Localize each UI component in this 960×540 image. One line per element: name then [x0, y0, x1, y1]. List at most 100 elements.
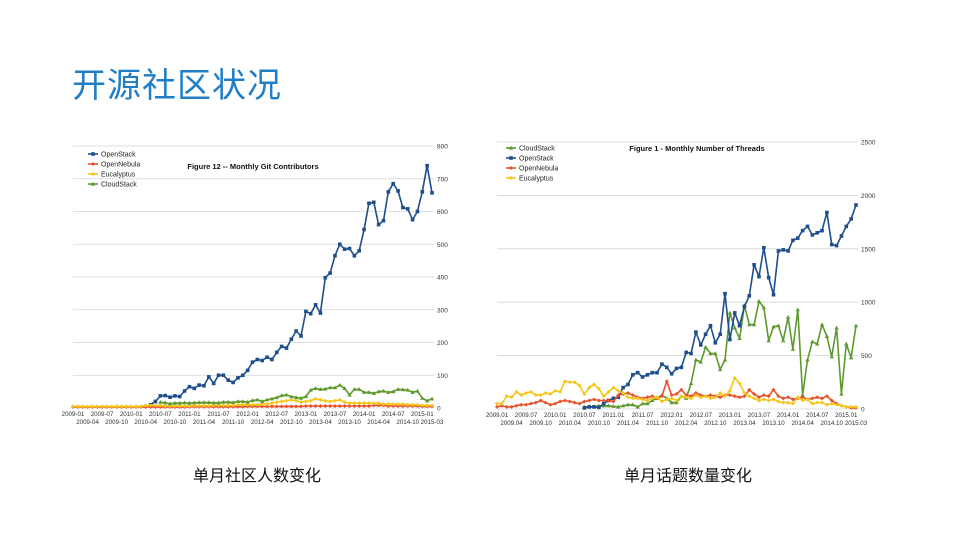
data-point-openstack: [289, 337, 294, 342]
data-point-cloudstack: [424, 398, 430, 403]
data-point-eucalyptus: [415, 402, 420, 407]
data-point-cloudstack: [766, 338, 771, 343]
legend-label-opennebula: OpenNebula: [519, 166, 558, 173]
data-point-openstack: [284, 346, 289, 350]
data-point-eucalyptus: [659, 399, 664, 404]
x-tick-label: 2009.04: [500, 420, 523, 427]
data-point-opennebula: [810, 396, 815, 401]
data-point-cloudstack: [693, 357, 699, 362]
data-point-opennebula: [323, 404, 328, 409]
data-point-openstack: [815, 230, 819, 235]
legend-marker-eucalyptus: [509, 176, 513, 180]
data-point-eucalyptus: [635, 396, 640, 401]
data-point-openstack: [425, 163, 429, 168]
data-point-eucalyptus: [430, 403, 434, 408]
data-point-openstack: [255, 357, 260, 362]
data-point-opennebula: [318, 404, 323, 409]
data-point-openstack: [771, 292, 776, 297]
data-point-eucalyptus: [630, 396, 635, 401]
x-tick-label: 2012.07: [690, 412, 713, 419]
data-point-eucalyptus: [294, 398, 299, 403]
data-point-cloudstack: [342, 386, 347, 390]
x-tick-label: 2015-01: [411, 411, 434, 418]
data-point-eucalyptus: [197, 403, 202, 408]
data-point-eucalyptus: [240, 402, 245, 407]
chart-title: Figure 1 - Monthly Number of Threads: [629, 144, 764, 153]
data-point-eucalyptus: [606, 389, 611, 394]
data-point-cloudstack: [630, 402, 636, 407]
data-point-eucalyptus: [357, 401, 362, 406]
data-point-openstack: [781, 248, 786, 252]
data-point-eucalyptus: [524, 390, 529, 395]
data-point-openstack: [207, 375, 211, 379]
data-point-opennebula: [756, 395, 761, 400]
data-point-openstack: [655, 370, 659, 375]
x-tick-label: 2012-07: [265, 411, 288, 418]
caption-community-size: 单月社区人数变化: [192, 466, 321, 485]
legend-marker-openstack: [509, 156, 513, 160]
data-point-opennebula: [601, 398, 606, 403]
data-point-openstack: [689, 351, 693, 356]
data-point-openstack: [844, 224, 849, 229]
data-point-openstack: [231, 380, 235, 385]
data-point-eucalyptus: [495, 401, 499, 406]
data-point-eucalyptus: [800, 398, 805, 403]
data-point-eucalyptus: [732, 376, 737, 381]
data-point-openstack: [192, 386, 197, 391]
x-tick-label: 2014-01: [353, 411, 376, 418]
data-point-cloudstack: [167, 401, 173, 406]
data-point-cloudstack: [211, 400, 216, 405]
x-tick-label: 2011.01: [602, 412, 624, 419]
x-tick-label: 2015.01: [835, 412, 858, 419]
data-point-eucalyptus: [533, 393, 538, 398]
data-point-opennebula: [543, 400, 548, 405]
data-point-openstack: [381, 218, 386, 223]
data-point-eucalyptus: [776, 399, 781, 404]
data-point-openstack: [265, 355, 269, 360]
data-point-cloudstack: [781, 338, 786, 343]
data-point-eucalyptus: [761, 397, 766, 402]
data-point-opennebula: [659, 394, 664, 399]
data-point-openstack: [592, 405, 596, 409]
x-tick-label: 2013-10: [338, 419, 361, 426]
data-point-cloudstack: [386, 390, 391, 394]
data-point-opennebula: [553, 401, 558, 406]
data-point-eucalyptus: [163, 404, 168, 409]
data-point-openstack: [597, 405, 601, 410]
data-point-openstack: [737, 323, 742, 328]
y-tick-label: 400: [437, 275, 448, 282]
x-tick-label: 2010-04: [134, 419, 157, 426]
data-point-eucalyptus: [269, 401, 274, 406]
data-point-eucalyptus: [386, 402, 391, 407]
data-point-openstack: [611, 396, 616, 401]
data-point-eucalyptus: [727, 388, 732, 393]
data-point-openstack: [182, 389, 187, 393]
data-point-openstack: [308, 311, 313, 316]
data-point-openstack: [601, 401, 606, 406]
data-point-cloudstack: [298, 395, 304, 400]
data-point-opennebula: [352, 404, 357, 409]
data-point-openstack: [168, 395, 172, 399]
data-point-cloudstack: [844, 341, 849, 346]
x-tick-label: 2011-07: [207, 411, 230, 418]
x-tick-label: 2013.01: [719, 412, 742, 419]
data-point-openstack: [635, 370, 640, 375]
x-tick-label: 2009.10: [529, 420, 552, 427]
data-point-openstack: [849, 217, 853, 221]
data-point-openstack: [626, 382, 630, 387]
x-tick-label: 2009-07: [91, 411, 114, 418]
data-point-cloudstack: [640, 401, 645, 406]
data-point-eucalyptus: [71, 404, 75, 409]
data-point-cloudstack: [839, 391, 844, 396]
data-point-openstack: [582, 406, 587, 410]
data-point-eucalyptus: [737, 381, 742, 386]
data-point-cloudstack: [201, 400, 207, 405]
data-point-eucalyptus: [572, 380, 577, 385]
series-line-openstack: [584, 204, 857, 409]
data-point-eucalyptus: [562, 379, 567, 384]
data-point-eucalyptus: [153, 403, 158, 408]
data-point-eucalyptus: [420, 403, 425, 408]
x-tick-label: 2012-01: [236, 411, 259, 418]
data-point-openstack: [723, 291, 727, 296]
data-point-cloudstack: [795, 307, 800, 312]
